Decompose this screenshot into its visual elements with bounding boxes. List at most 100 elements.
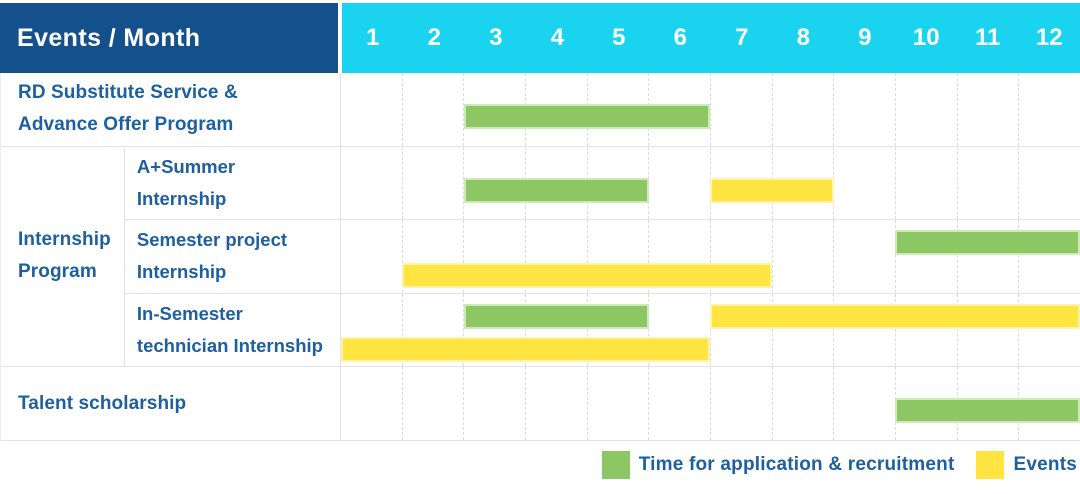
month-header-label: 9 (858, 24, 872, 51)
table-row: A+Summer Internship (124, 146, 1080, 221)
legend: Time for application & recruitment Events (580, 451, 1077, 479)
group-label-line: Program (18, 261, 97, 283)
month-grid-cell (401, 220, 464, 293)
month-grid-cell (894, 146, 957, 220)
row-label: RD Substitute Service & Advance Offer Pro… (1, 73, 341, 146)
month-grid-cell (341, 367, 402, 440)
month-grid-cell (648, 146, 710, 220)
gantt-table: Events / Month 1 2 3 4 5 6 7 8 9 10 11 12 RD Substi… (0, 3, 1080, 441)
events-bar (710, 303, 1080, 329)
month-grid-cell (956, 220, 1019, 293)
month-grid-cell (401, 73, 464, 146)
month-header-label: 7 (735, 24, 749, 51)
chart-cell (341, 367, 1080, 440)
month-grid-cell (463, 367, 525, 440)
month-grid-cell (341, 73, 402, 146)
application-bar (895, 398, 1080, 424)
table-body: RD Substitute Service & Advance Offer Pro… (0, 73, 1080, 441)
month-grid-cell (956, 293, 1019, 367)
month-grid-cell (709, 146, 772, 220)
row-label: Semester project Internship (125, 220, 341, 293)
month-grid-cell (586, 293, 649, 367)
legend-label: Events (1013, 454, 1077, 475)
month-header-label: 10 (912, 24, 940, 51)
month-grid-cell (833, 293, 895, 367)
month-grid-cell (401, 367, 464, 440)
group-label-line: Internship (18, 229, 111, 251)
month-grid-cell (833, 146, 895, 220)
row-label-line: In-Semester (136, 303, 243, 325)
row-label-line: Internship (136, 187, 227, 209)
month-grid-cell (771, 367, 834, 440)
month-header-label: 2 (427, 24, 441, 51)
group-label: Internship Program (1, 146, 125, 368)
application-bar (464, 177, 649, 203)
row-label: In-Semester technician Internship (125, 293, 341, 367)
month-header-label: 1 (366, 24, 380, 51)
month-grid-cell (895, 73, 957, 146)
month-grid-cell (1018, 146, 1080, 220)
month-header-label: 3 (489, 24, 503, 51)
row-label-line: Semester project (136, 229, 288, 251)
table-row: Talent scholarship (1, 367, 1080, 441)
month-grid-cell (401, 293, 464, 367)
row-label-line: A+Summer (136, 155, 236, 177)
month-grid-cell (956, 73, 1019, 146)
table-header: Events / Month 1 2 3 4 5 6 7 8 9 10 11 12 (0, 3, 1080, 73)
table-row: RD Substitute Service & Advance Offer Pro… (1, 73, 1080, 147)
month-grid-cell (341, 220, 402, 293)
row-label-line: technician Internship (136, 335, 323, 357)
month-header-label: 12 (1035, 24, 1063, 51)
months-header: 1 2 3 4 5 6 7 8 9 10 11 12 (342, 3, 1080, 73)
month-grid-cell (586, 220, 649, 293)
month-grid-cell (648, 293, 710, 367)
row-label-line: RD Substitute Service & (18, 82, 238, 104)
month-header-label: 6 (673, 24, 687, 51)
chart-cell (340, 293, 1080, 367)
month-grid-cell (1018, 293, 1080, 367)
month-grid-cell (833, 73, 895, 146)
month-grid-cell (833, 367, 895, 440)
month-grid-cell (1018, 220, 1080, 293)
events-legend-swatch (976, 451, 1005, 479)
month-grid-cell (463, 73, 525, 146)
month-grid-cell (463, 146, 525, 220)
application-legend-swatch (601, 451, 630, 479)
month-grid-cell (1018, 73, 1080, 146)
row-label-line: Internship (136, 261, 227, 283)
application-bar (895, 230, 1080, 256)
month-grid-cell (524, 220, 587, 293)
legend-item: Events (976, 451, 1077, 479)
month-grid-cell (710, 367, 772, 440)
legend-item: Time for application & recruitment (601, 451, 955, 479)
row-label-line: Advance Offer Program (18, 114, 234, 136)
month-grid-cell (894, 220, 957, 293)
month-grid-cell (771, 293, 834, 367)
month-grid-cell (525, 367, 587, 440)
month-header-label: 5 (612, 24, 626, 51)
chart-cell (341, 220, 1080, 293)
application-bar (464, 104, 711, 129)
row-label: A+Summer Internship (125, 146, 341, 220)
legend-label: Time for application & recruitment (638, 454, 955, 475)
month-header-label: 4 (550, 24, 564, 51)
month-grid-cell (524, 293, 587, 367)
month-grid-cell (894, 293, 957, 367)
month-grid-cell (586, 367, 649, 440)
row-label-line: Talent scholarship (18, 392, 187, 414)
month-grid-cell (710, 73, 772, 146)
month-grid-cell (648, 367, 710, 440)
month-grid-cell (956, 146, 1019, 220)
table-row: In-Semester technician Internship (124, 293, 1080, 368)
events-bar (340, 336, 711, 362)
chart-cell (341, 146, 1080, 220)
application-bar (464, 303, 649, 329)
events-bar (710, 177, 834, 203)
month-grid-cell (771, 73, 834, 146)
events-month-header: Events / Month (0, 3, 338, 73)
month-grid-cell (709, 220, 772, 293)
month-grid-cell (463, 293, 525, 367)
month-grid-cell (771, 220, 834, 293)
month-grid-cell (401, 146, 464, 220)
